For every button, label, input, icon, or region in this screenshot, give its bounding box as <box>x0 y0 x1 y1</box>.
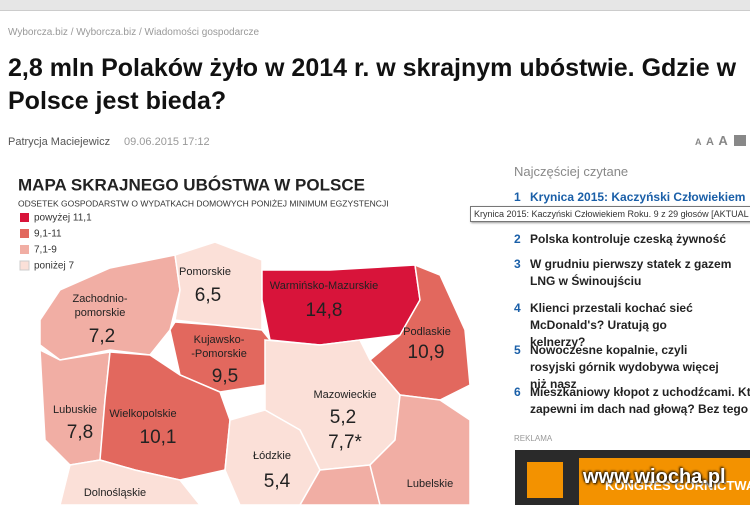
author[interactable]: Patrycja Maciejewicz <box>8 136 111 148</box>
font-medium[interactable]: A <box>705 136 714 148</box>
map-title: MAPA SKRAJNEGO UBÓSTWA W POLSCE <box>18 175 365 194</box>
item-number: 5 <box>514 343 521 357</box>
popular-item[interactable]: 1 Krynica 2015: Kaczyński Człowiekiem <box>514 189 750 206</box>
ad-label: REKLAMA <box>514 434 553 443</box>
region-dolnoslaskie <box>59 459 201 505</box>
ad-banner <box>579 458 750 505</box>
item-number: 1 <box>514 190 521 204</box>
poverty-map: MAPA SKRAJNEGO UBÓSTWA W POLSCE ODSETEK … <box>18 175 471 505</box>
region-name: Zachodnio- <box>72 293 127 305</box>
region-value: 10,9 <box>408 342 445 363</box>
item-title[interactable]: W grudniu pierwszy statek z gazem LNG w … <box>530 257 732 288</box>
region-name: Pomorskie <box>179 266 231 278</box>
popular-item[interactable]: 2 Polska kontroluje czeską żywność <box>514 231 750 248</box>
ad-logo <box>527 462 563 498</box>
region-value: 5,4 <box>264 471 291 492</box>
region-name: -Pomorskie <box>191 348 247 360</box>
item-title[interactable]: Nowoczesne kopalnie, czyli rosyjski górn… <box>530 343 719 391</box>
region-name: Lubelskie <box>407 478 453 490</box>
legend-label: 7,1-9 <box>34 245 57 256</box>
region-name: Dolnośląskie <box>84 487 146 499</box>
region-value: 14,8 <box>306 300 343 321</box>
item-number: 4 <box>514 301 521 315</box>
print-icon[interactable] <box>734 135 747 147</box>
item-title[interactable]: Klienci przestali kochać sieć McDonald's… <box>530 301 693 349</box>
region-name: Warmińsko-Mazurskie <box>270 280 378 292</box>
regions <box>39 241 471 505</box>
legend-label: powyżej 11,1 <box>34 213 92 224</box>
region-lubelskie <box>369 394 471 505</box>
date: 09.06.2015 17:12 <box>124 136 210 148</box>
region-warminsko-mazurskie <box>261 264 421 346</box>
legend-label: 9,1-11 <box>34 229 62 240</box>
popular-item[interactable]: 4 Klienci przestali kochać sieć McDonald'… <box>514 300 714 351</box>
legend-swatch <box>20 229 29 238</box>
legend-swatch <box>19 260 30 271</box>
ad-text: KONGRES GÓRNICTWA <box>605 478 750 493</box>
region-name: Podlaskie <box>403 326 451 338</box>
item-title[interactable]: Krynica 2015: Kaczyński Człowiekiem <box>530 190 746 204</box>
popular-item[interactable]: 5 Nowoczesne kopalnie, czyli rosyjski gór… <box>514 342 724 393</box>
sidebar-heading: Najczęściej czytane <box>514 164 629 179</box>
region-value: 7,7* <box>328 432 362 453</box>
region-name: Kujawsko- <box>194 334 245 346</box>
map-subtitle: ODSETEK GOSPODARSTW O WYDATKACH DOMOWYCH… <box>18 198 389 208</box>
watermark: www.wiocha.pl <box>583 466 726 488</box>
top-bar <box>0 0 750 11</box>
popular-item[interactable]: 3 W grudniu pierwszy statek z gazem LNG w… <box>514 256 740 290</box>
region-swietokrzyskie <box>299 464 381 505</box>
legend-label: poniżej 7 <box>34 261 74 272</box>
region-value: 10,1 <box>140 427 177 448</box>
legend-swatch <box>20 213 29 222</box>
headline: 2,8 mln Polaków żyło w 2014 r. w skrajny… <box>8 54 737 115</box>
advertisement[interactable]: KONGRES GÓRNICTWA <box>515 450 750 505</box>
item-title[interactable]: Mieszkaniowy kłopot z uchodźcami. Kto za… <box>530 385 750 416</box>
region-value: 6,5 <box>195 285 221 306</box>
region-name: Wielkopolskie <box>109 408 176 420</box>
region-value: 5,2 <box>330 407 356 428</box>
region-value: 9,5 <box>212 366 238 387</box>
font-small[interactable]: A <box>695 137 702 147</box>
font-controls: A A A <box>695 132 747 150</box>
item-number: 2 <box>514 232 521 246</box>
item-title[interactable]: Polska kontroluje czeską żywność <box>530 232 727 246</box>
popular-item[interactable]: 6 Mieszkaniowy kłopot z uchodźcami. Kto z… <box>514 384 750 418</box>
region-name: Lubuskie <box>53 404 97 416</box>
region-value: 7,2 <box>89 326 115 347</box>
item-number: 3 <box>514 257 521 271</box>
region-value: 7,8 <box>67 422 93 443</box>
font-large[interactable]: A <box>718 133 728 148</box>
legend-swatch <box>20 245 29 254</box>
item-number: 6 <box>514 385 521 399</box>
region-name: Mazowieckie <box>314 389 377 401</box>
region-name: Łódzkie <box>253 450 291 462</box>
breadcrumb[interactable]: Wyborcza.biz / Wyborcza.biz / Wiadomości… <box>8 27 260 38</box>
tooltip: Krynica 2015: Kaczyński Człowiekiem Roku… <box>470 206 750 222</box>
region-name: pomorskie <box>75 307 126 319</box>
